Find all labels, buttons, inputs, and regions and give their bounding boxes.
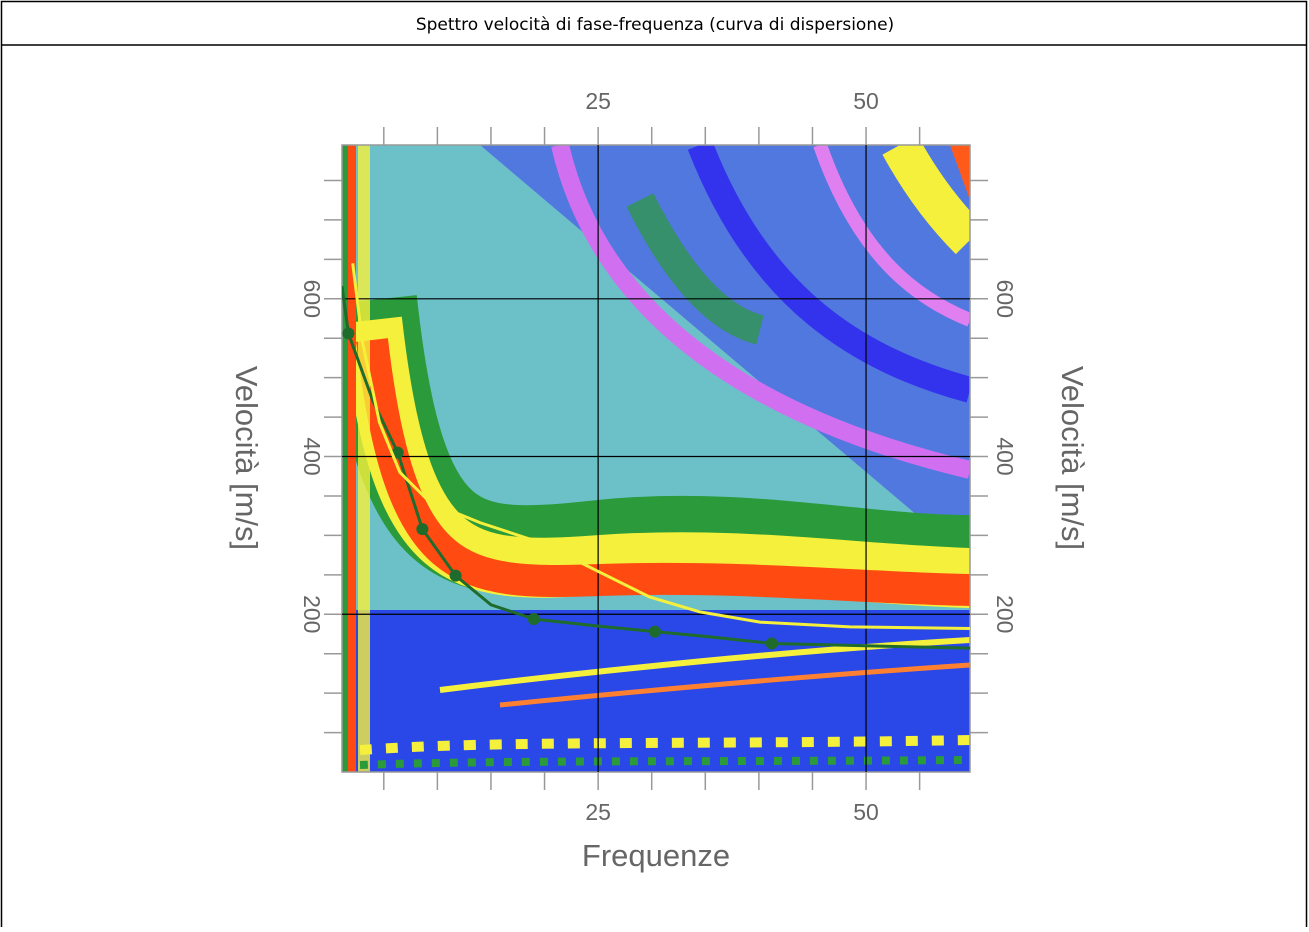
point — [391, 446, 404, 459]
y-axis-title-right: Velocità [m/s] — [1055, 366, 1090, 550]
plot-border — [341, 144, 971, 773]
y-tick-label: 400 — [299, 437, 325, 475]
page-title: Spettro velocità di fase-frequenza (curv… — [416, 15, 894, 35]
point — [416, 523, 429, 536]
y-tick-label-right: 600 — [992, 280, 1018, 318]
y-tick-label-right: 200 — [992, 595, 1018, 633]
y-tick-label: 600 — [299, 280, 325, 318]
point — [648, 625, 661, 638]
x-tick-label-top: 50 — [853, 88, 879, 114]
point — [527, 612, 540, 625]
x-tick-label: 50 — [853, 799, 879, 825]
heatmap — [342, 145, 970, 772]
curve — [351, 263, 970, 630]
y-tick-label-right: 400 — [992, 437, 1018, 475]
y-axis-title: Velocità [m/s] — [229, 366, 264, 550]
x-tick-label-top: 25 — [585, 88, 611, 114]
x-tick-label: 25 — [585, 799, 611, 825]
x-axis-title: Frequenze — [582, 838, 730, 873]
point — [765, 637, 778, 650]
y-tick-label: 200 — [299, 595, 325, 633]
point — [449, 569, 462, 582]
point — [342, 327, 355, 340]
